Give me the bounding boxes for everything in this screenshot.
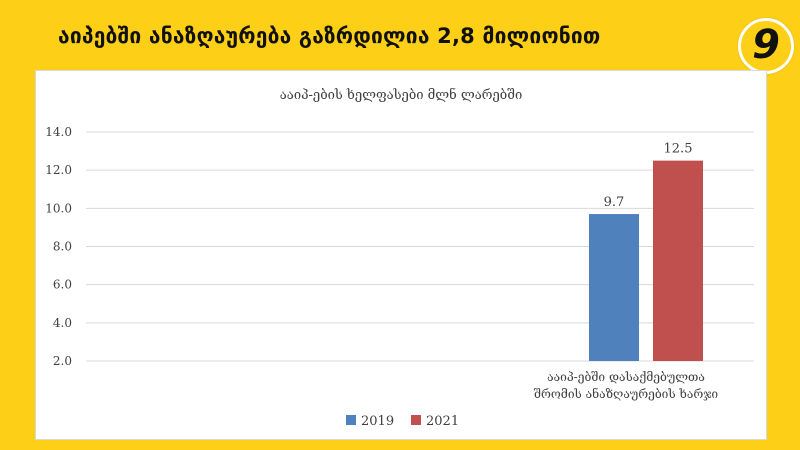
chart-title: ააიპ-ების ხელფასები მლნ ლარებში: [280, 87, 522, 103]
bar-chart: ააიპ-ების ხელფასები მლნ ლარებში 2.0 4.0 6.0…: [45, 87, 754, 429]
x-category-label: ააიპ-ებში დასაქმებულთა: [547, 370, 705, 384]
y-tick-label: 8.0: [53, 240, 72, 254]
bar-2021: [653, 160, 703, 361]
legend-swatch-2019: [346, 415, 356, 425]
y-tick-label: 6.0: [53, 278, 72, 292]
data-label-2021: 12.5: [664, 142, 693, 157]
y-tick-label: 4.0: [53, 316, 72, 330]
legend-swatch-2021: [411, 415, 421, 425]
x-category-label: შრომის ანაზღაურების ხარჯი: [534, 386, 719, 401]
y-tick-label: 12.0: [45, 163, 72, 177]
slide-number: 9: [752, 22, 780, 68]
y-tick-label: 2.0: [53, 354, 72, 368]
chart-panel: ააიპ-ების ხელფასები მლნ ლარებში 2.0 4.0 6.0…: [35, 70, 767, 440]
page-title: აიპებში ანაზღაურება გაზრდილია 2,8 მილიონ…: [58, 24, 601, 48]
legend-label-2019: 2019: [361, 414, 394, 429]
y-tick-label: 10.0: [45, 201, 72, 215]
y-tick-label: 14.0: [45, 125, 72, 139]
bar-2019: [589, 214, 639, 361]
data-label-2019: 9.7: [604, 195, 625, 210]
legend-label-2021: 2021: [426, 414, 459, 429]
slide-number-badge: 9: [738, 18, 794, 74]
